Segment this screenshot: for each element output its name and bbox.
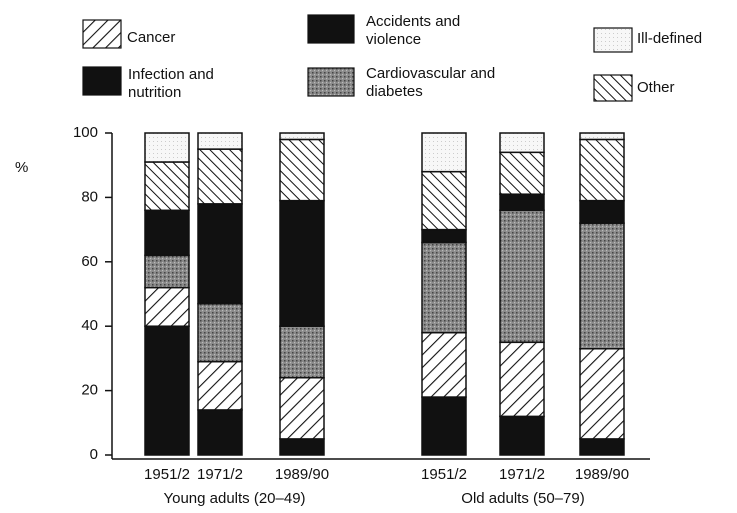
bar-segment (279, 138, 325, 202)
bar-segment (579, 132, 625, 141)
legend-swatch (593, 27, 633, 53)
legend-swatch (82, 66, 122, 96)
x-tick-label: 1989/90 (275, 466, 329, 483)
bar-segment (499, 341, 545, 418)
x-tick-label: 1951/2 (421, 466, 467, 483)
bar-segment (421, 170, 467, 231)
bar-segment (144, 161, 190, 212)
bar-segment (279, 438, 325, 456)
x-tick-label: 1971/2 (197, 466, 243, 483)
x-tick-label: 1989/90 (575, 466, 629, 483)
y-tick-label: 40 (81, 317, 98, 334)
y-tick-label: 60 (81, 253, 98, 270)
y-tick-label: 0 (90, 446, 98, 463)
legend-label: Other (637, 79, 675, 96)
bar-segment (197, 132, 243, 150)
bar-segment (579, 347, 625, 440)
bar-segment (499, 415, 545, 456)
bar-segment (579, 199, 625, 224)
bar-segment (499, 209, 545, 344)
y-tick-label: 20 (81, 382, 98, 399)
bar-segment (499, 132, 545, 154)
legend-swatch (307, 67, 355, 97)
y-axis-label: % (15, 159, 28, 176)
bar-segment (197, 360, 243, 411)
y-tick-label: 100 (73, 124, 98, 141)
bar-segment (144, 209, 190, 257)
bar-segment (144, 132, 190, 163)
bar-segment (421, 396, 467, 456)
legend-label: Infection and nutrition (128, 66, 214, 101)
legend-swatch (307, 14, 355, 44)
x-tick-label: 1971/2 (499, 466, 545, 483)
group-label: Old adults (50–79) (461, 490, 584, 507)
bar-segment (197, 203, 243, 305)
bar-segment (144, 254, 190, 289)
bar-segment (197, 148, 243, 205)
bar-segment (421, 228, 467, 244)
x-tick-label: 1951/2 (144, 466, 190, 483)
bar-segment (499, 193, 545, 212)
bar-segment (197, 302, 243, 363)
legend-label: Ill-defined (637, 30, 703, 47)
legend-label: Cardiovascular and diabetes (366, 65, 496, 100)
bar-segment (144, 286, 190, 327)
bar-segment (279, 132, 325, 141)
bar-segment (279, 376, 325, 440)
legend-swatch (82, 19, 122, 49)
bar-segment (197, 409, 243, 456)
bar-segment (579, 222, 625, 350)
bar-segment (144, 325, 190, 456)
bar-segment (421, 331, 467, 398)
bar-segment (279, 199, 325, 327)
y-tick-label: 80 (81, 188, 98, 205)
bar-segment (499, 151, 545, 195)
legend-label: Accidents and violence (366, 13, 461, 48)
group-label: Young adults (20–49) (163, 490, 305, 507)
bar-segment (279, 325, 325, 379)
bar-segment (579, 438, 625, 456)
legend-label: Cancer (127, 29, 176, 46)
bar-segment (421, 241, 467, 334)
bar-segment (421, 132, 467, 173)
bar-segment (579, 138, 625, 202)
legend-swatch (593, 74, 633, 102)
